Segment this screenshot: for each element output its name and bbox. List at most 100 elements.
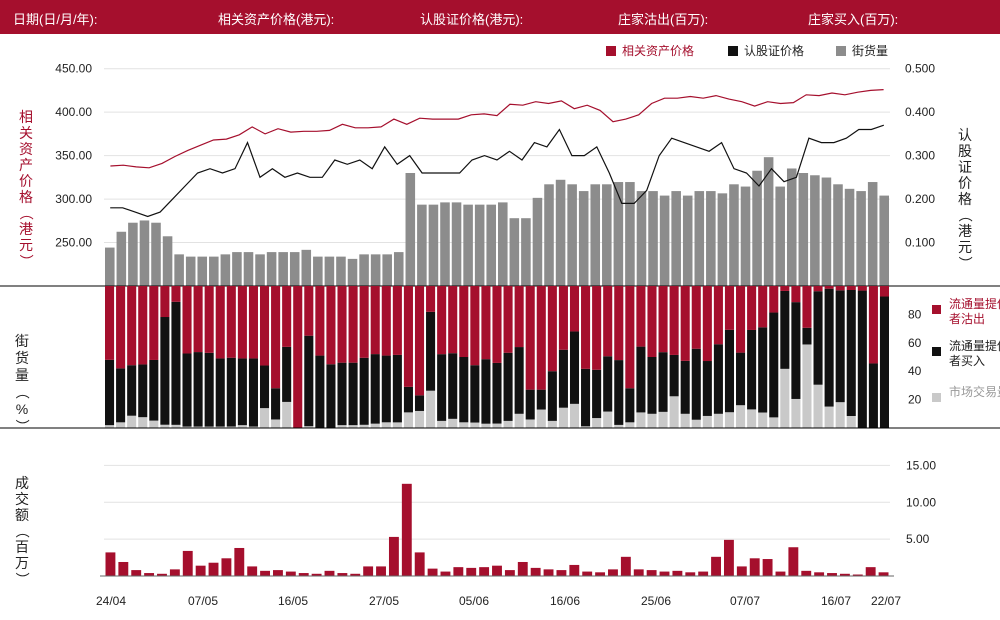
- turnover-bar: [504, 570, 515, 576]
- mm-sold-bar: [514, 286, 524, 348]
- outstanding-bar: [498, 202, 508, 286]
- mm-bought-bar: [204, 352, 214, 427]
- left-axis-title-char: 价: [19, 173, 33, 189]
- mm-bought-bar: [315, 355, 325, 428]
- mm-bought-bar: [414, 395, 425, 411]
- mm-sold-bar: [481, 286, 491, 360]
- outstanding-bar: [359, 254, 369, 286]
- market-traded-bar: [403, 412, 413, 428]
- outstanding-bar: [521, 218, 531, 286]
- market-traded-bar: [791, 398, 801, 428]
- mm-bought-bar: [392, 354, 402, 423]
- mm-bought-bar: [370, 354, 380, 424]
- outstanding-bar: [532, 197, 543, 286]
- mm-bought-bar: [835, 290, 845, 403]
- bottom-axis-title-char: 成: [15, 475, 29, 491]
- market-traded-bar: [603, 411, 613, 428]
- left-axis-title-char: 元: [19, 237, 33, 253]
- turnover-bar: [453, 567, 464, 576]
- mm-bought-bar: [193, 352, 203, 427]
- asset-price-label: 相关资产价格(港元):: [218, 12, 335, 27]
- mm-bought-bar: [160, 317, 170, 425]
- left-tick-label: 350.00: [55, 149, 92, 163]
- outstanding-bar: [417, 204, 427, 286]
- market-traded-bar: [182, 426, 192, 428]
- market-traded-bar: [237, 425, 247, 428]
- outstanding-bar: [255, 254, 265, 286]
- mm-sold-bar: [669, 286, 679, 355]
- mm-bought-bar: [514, 347, 524, 414]
- turnover-bar: [427, 568, 438, 576]
- mm-sold-bar: [171, 286, 181, 302]
- mid-tick-label: 80: [908, 307, 922, 321]
- mm-bought-bar: [403, 386, 413, 413]
- bottom-axis-title-char: ）: [14, 572, 30, 586]
- mm-bought-bar: [337, 362, 347, 426]
- right-tick-label: 0.200: [905, 192, 935, 206]
- turnover-bar: [157, 573, 167, 576]
- mm-sold-bar: [868, 286, 878, 364]
- mm-sold-bar: [791, 286, 801, 303]
- mm-bought-bar: [381, 355, 391, 423]
- market-traded-bar: [160, 424, 170, 428]
- mm-sold-bar: [658, 286, 668, 353]
- mm-sold-bar: [780, 286, 790, 291]
- market-traded-bar: [193, 426, 203, 428]
- mm-sold-bar: [226, 286, 236, 358]
- mm-sold-bar: [691, 286, 701, 349]
- mm-bought-bar: [868, 363, 878, 428]
- market-traded-bar: [758, 412, 768, 428]
- market-traded-bar: [824, 406, 834, 428]
- mm-sold-bar: [282, 286, 292, 347]
- market-traded-bar: [846, 416, 856, 428]
- outstanding-bar: [116, 231, 127, 286]
- right-axis-title: 认股证价格（港元）: [957, 127, 973, 270]
- mm-bought-bar: [647, 357, 657, 414]
- market-traded-bar: [426, 390, 436, 428]
- mm-bought-bar: [603, 356, 613, 412]
- turnover-bar: [762, 559, 773, 576]
- mm-bought-bar: [747, 329, 757, 410]
- mm-sold-bar: [724, 286, 735, 330]
- legend-swatch: [728, 46, 738, 56]
- mm-bought-bar: [426, 311, 436, 391]
- right-axis-title-char: 格: [958, 191, 972, 207]
- turnover-bar: [723, 539, 734, 576]
- mid-legend-swatch: [932, 393, 941, 402]
- outstanding-bar: [301, 249, 312, 286]
- turnover-bar: [646, 570, 657, 576]
- left-tick-label: 450.00: [55, 62, 92, 76]
- mm-sold-bar: [558, 286, 568, 350]
- x-tick-label: 24/04: [96, 594, 126, 608]
- turnover-bar: [169, 569, 180, 576]
- turnover-bar: [414, 552, 425, 576]
- mm-sold-bar: [813, 286, 823, 292]
- mm-bought-bar: [713, 344, 723, 414]
- mm-bought-bar: [846, 290, 856, 416]
- legend-swatch: [836, 46, 846, 56]
- outstanding-bar: [648, 191, 658, 286]
- outstanding-bar: [509, 218, 520, 286]
- legend-label: 街货量: [852, 43, 888, 58]
- mm-sold-bar: [337, 286, 347, 363]
- mm-sold-bar: [359, 286, 369, 358]
- mm-bought-bar: [171, 301, 181, 425]
- outstanding-bar: [266, 252, 277, 286]
- turnover-bar: [401, 483, 412, 576]
- mm-bought-bar: [680, 360, 690, 414]
- outstanding-bar: [613, 182, 624, 286]
- mm-sold-bar: [625, 286, 635, 389]
- mm-bought-label: 庄家买入(百万):: [808, 12, 899, 27]
- right-axis-title-char: ）: [957, 256, 973, 270]
- outstanding-bar: [602, 184, 612, 286]
- mm-sold-bar: [470, 286, 480, 366]
- mm-sold-bar: [879, 286, 889, 297]
- mm-sold-bar: [680, 286, 690, 361]
- asset-price-line: [110, 89, 884, 169]
- mm-bought-bar: [558, 349, 568, 408]
- mm-sold-bar: [503, 286, 513, 353]
- market-traded-bar: [248, 426, 258, 428]
- mm-bought-bar: [536, 389, 546, 410]
- mm-bought-bar: [149, 359, 159, 421]
- left-axis-title-char: 关: [19, 125, 33, 141]
